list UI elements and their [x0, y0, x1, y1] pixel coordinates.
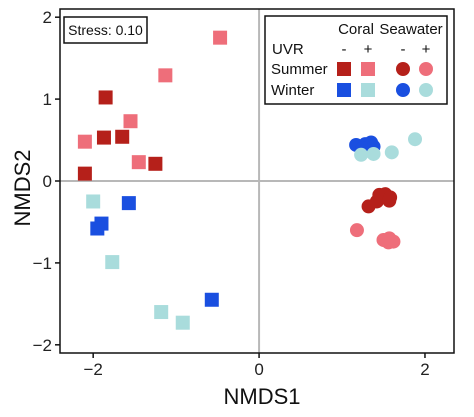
point-seawater-summer-plus-0 — [349, 223, 364, 238]
legend-swatch-seawater-winter-minus — [396, 83, 410, 97]
point-coral-summer-minus-0 — [98, 90, 113, 105]
legend-swatch-seawater-summer-plus — [419, 62, 433, 76]
legend-uvr-minus-coral: - — [342, 41, 347, 58]
point-seawater-winter-plus-2 — [366, 146, 381, 161]
y-tick-label-4: 2 — [43, 8, 52, 27]
point-seawater-winter-plus-3 — [354, 147, 369, 162]
legend-uvr-plus-seawater: + — [422, 41, 431, 58]
legend-header-coral: Coral — [338, 21, 374, 38]
point-coral-summer-minus-2 — [77, 166, 92, 181]
x-tick-label-2: 2 — [420, 360, 429, 379]
stress-annotation-text: Stress: 0.10 — [68, 22, 143, 38]
legend-label-summer: Summer — [271, 61, 328, 78]
point-seawater-summer-minus-5 — [382, 193, 397, 208]
axis-ticks: −2 0 2 −2 −1 0 1 2 — [33, 8, 430, 379]
point-seawater-summer-minus-4 — [369, 194, 384, 209]
point-coral-summer-plus-2 — [123, 114, 138, 129]
legend-header-seawater: Seawater — [379, 21, 442, 38]
legend-swatch-coral-winter-minus — [337, 83, 351, 97]
legend-uvr-minus-seawater: - — [401, 41, 406, 58]
point-coral-summer-plus-3 — [77, 134, 92, 149]
y-axis-title: NMDS2 — [10, 149, 35, 226]
point-coral-summer-plus-4 — [131, 155, 146, 170]
point-coral-summer-minus-1 — [96, 130, 111, 145]
point-coral-winter-plus-3 — [175, 315, 190, 330]
point-coral-winter-plus-0 — [86, 194, 101, 209]
point-coral-winter-minus-3 — [204, 292, 219, 307]
plot-frame — [59, 8, 455, 354]
point-coral-winter-minus-0 — [121, 196, 136, 211]
point-coral-winter-plus-2 — [154, 305, 169, 320]
point-seawater-winter-plus-0 — [408, 132, 423, 147]
point-seawater-summer-plus-4 — [381, 235, 396, 250]
legend-swatch-coral-summer-minus — [337, 62, 351, 76]
plot-area — [60, 9, 454, 353]
legend-uvr-plus-coral: + — [364, 41, 373, 58]
legend-swatch-seawater-summer-minus — [396, 62, 410, 76]
y-tick-label-3: 1 — [43, 90, 52, 109]
legend-uvr-label: UVR — [272, 41, 304, 58]
legend-swatch-coral-summer-plus — [361, 62, 375, 76]
point-coral-winter-minus-2 — [90, 221, 105, 236]
x-axis-title: NMDS1 — [223, 384, 300, 409]
y-tick-label-0: −2 — [33, 336, 52, 355]
x-tick-label-0: −2 — [83, 360, 102, 379]
legend-label-winter: Winter — [271, 82, 314, 99]
point-coral-summer-plus-1 — [158, 68, 173, 83]
point-coral-summer-plus-0 — [213, 30, 228, 45]
legend-box — [264, 15, 448, 105]
y-tick-label-1: −1 — [33, 254, 52, 273]
point-coral-summer-minus-3 — [115, 129, 130, 144]
stress-annotation: Stress: 0.10 — [63, 16, 148, 44]
y-tick-label-2: 0 — [43, 172, 52, 191]
stress-annotation-box — [63, 16, 148, 44]
point-seawater-winter-plus-1 — [384, 145, 399, 160]
point-coral-winter-plus-1 — [105, 255, 120, 270]
x-tick-label-1: 0 — [254, 360, 263, 379]
legend: Coral Seawater UVR - + - + Summer Winter — [264, 15, 448, 105]
legend-swatch-coral-winter-plus — [361, 83, 375, 97]
point-coral-summer-minus-4 — [148, 156, 163, 171]
legend-swatch-seawater-winter-plus — [419, 83, 433, 97]
